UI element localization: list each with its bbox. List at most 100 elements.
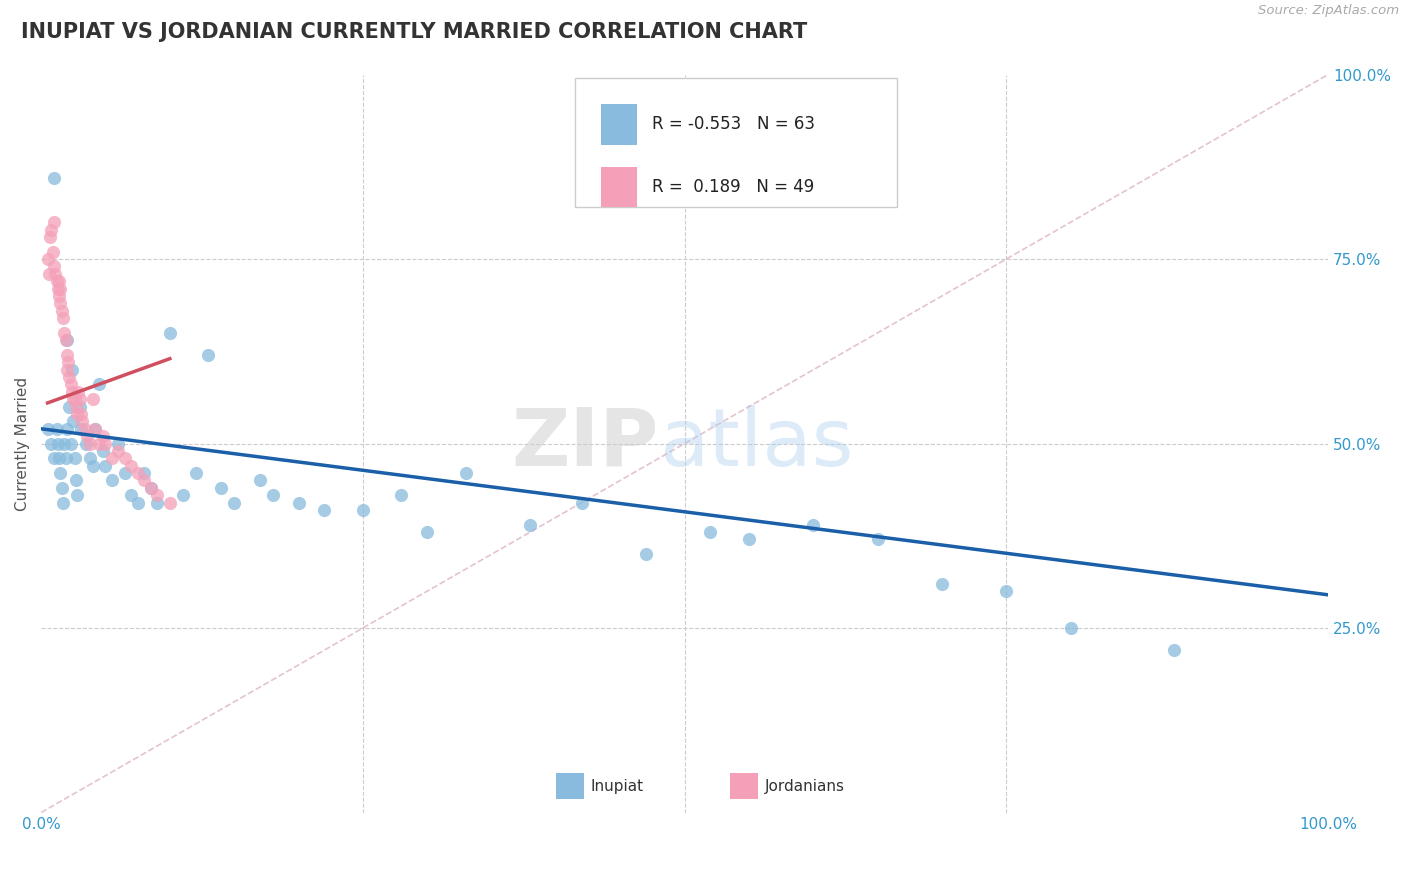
Point (56, 362, 79, 376)
Point (91, 444, 114, 458)
Point (146, 495, 169, 509)
Point (127, 495, 149, 509)
Point (72, 414, 94, 428)
Point (172, 488, 194, 502)
Bar (730, 773, 758, 799)
Text: Inupiat: Inupiat (591, 780, 644, 794)
Point (75, 436, 97, 450)
Point (184, 466, 207, 480)
FancyBboxPatch shape (575, 78, 897, 207)
Point (139, 481, 162, 495)
Point (101, 451, 124, 466)
Point (45, 274, 67, 288)
Text: Source: ZipAtlas.com: Source: ZipAtlas.com (1258, 4, 1399, 18)
Text: Jordanians: Jordanians (765, 780, 845, 794)
Point (39, 230, 62, 244)
Point (69, 392, 91, 407)
Point (73, 422, 96, 436)
Point (52, 311, 75, 326)
Point (82, 392, 104, 407)
Point (995, 584, 1018, 599)
Point (45, 422, 67, 436)
Point (67, 384, 90, 399)
Point (262, 488, 284, 502)
Point (249, 474, 271, 488)
Point (79, 436, 101, 450)
Point (49, 281, 72, 295)
Y-axis label: Currently Married: Currently Married (15, 376, 30, 510)
Bar (600, 104, 637, 145)
Point (84, 422, 107, 436)
Point (70, 407, 93, 421)
Point (48, 451, 70, 466)
Point (132, 474, 155, 488)
Point (46, 436, 69, 450)
Point (197, 348, 219, 362)
Point (66, 488, 89, 502)
Point (519, 517, 541, 532)
Text: R =  0.189   N = 49: R = 0.189 N = 49 (652, 178, 814, 196)
Point (738, 533, 761, 547)
Point (101, 474, 124, 488)
Point (87, 377, 110, 392)
Point (53, 326, 76, 340)
Point (571, 495, 593, 509)
Text: INUPIAT VS JORDANIAN CURRENTLY MARRIED CORRELATION CHART: INUPIAT VS JORDANIAN CURRENTLY MARRIED C… (21, 22, 807, 42)
Point (63, 392, 86, 407)
Point (139, 481, 162, 495)
Bar (555, 773, 585, 799)
Point (48, 289, 70, 303)
Point (287, 495, 309, 509)
Point (56, 348, 79, 362)
Point (44, 267, 66, 281)
Point (60, 384, 83, 399)
Point (66, 407, 89, 421)
Point (56, 422, 79, 436)
Point (63, 451, 86, 466)
Point (107, 444, 129, 458)
Point (41, 244, 63, 259)
Point (58, 370, 80, 384)
Point (65, 474, 87, 488)
Point (56, 355, 79, 369)
Point (84, 422, 107, 436)
Point (62, 392, 84, 407)
Point (120, 488, 142, 502)
Point (94, 436, 117, 450)
Point (314, 503, 336, 517)
Point (42, 260, 65, 274)
Point (49, 296, 72, 310)
Point (931, 576, 953, 591)
Text: atlas: atlas (659, 405, 853, 483)
Point (79, 451, 101, 466)
Point (41, 222, 63, 236)
Point (62, 414, 84, 428)
Point (224, 495, 246, 509)
Point (454, 466, 477, 480)
Point (82, 458, 104, 473)
Point (51, 303, 73, 318)
Point (159, 326, 181, 340)
Point (52, 495, 75, 509)
Point (60, 362, 83, 376)
Text: ZIP: ZIP (512, 405, 659, 483)
Point (49, 466, 72, 480)
Point (48, 274, 70, 288)
Bar (600, 167, 637, 207)
Point (55, 451, 77, 466)
Point (42, 451, 65, 466)
Point (120, 458, 142, 473)
Point (107, 436, 129, 450)
Point (41, 436, 63, 450)
Point (416, 525, 439, 540)
Point (46, 281, 69, 295)
Point (59, 377, 82, 392)
Point (114, 451, 136, 466)
Point (76, 429, 98, 443)
Point (59, 436, 82, 450)
Point (391, 488, 413, 502)
Point (91, 429, 114, 443)
Point (42, 215, 65, 229)
Point (634, 547, 657, 561)
Point (352, 503, 374, 517)
